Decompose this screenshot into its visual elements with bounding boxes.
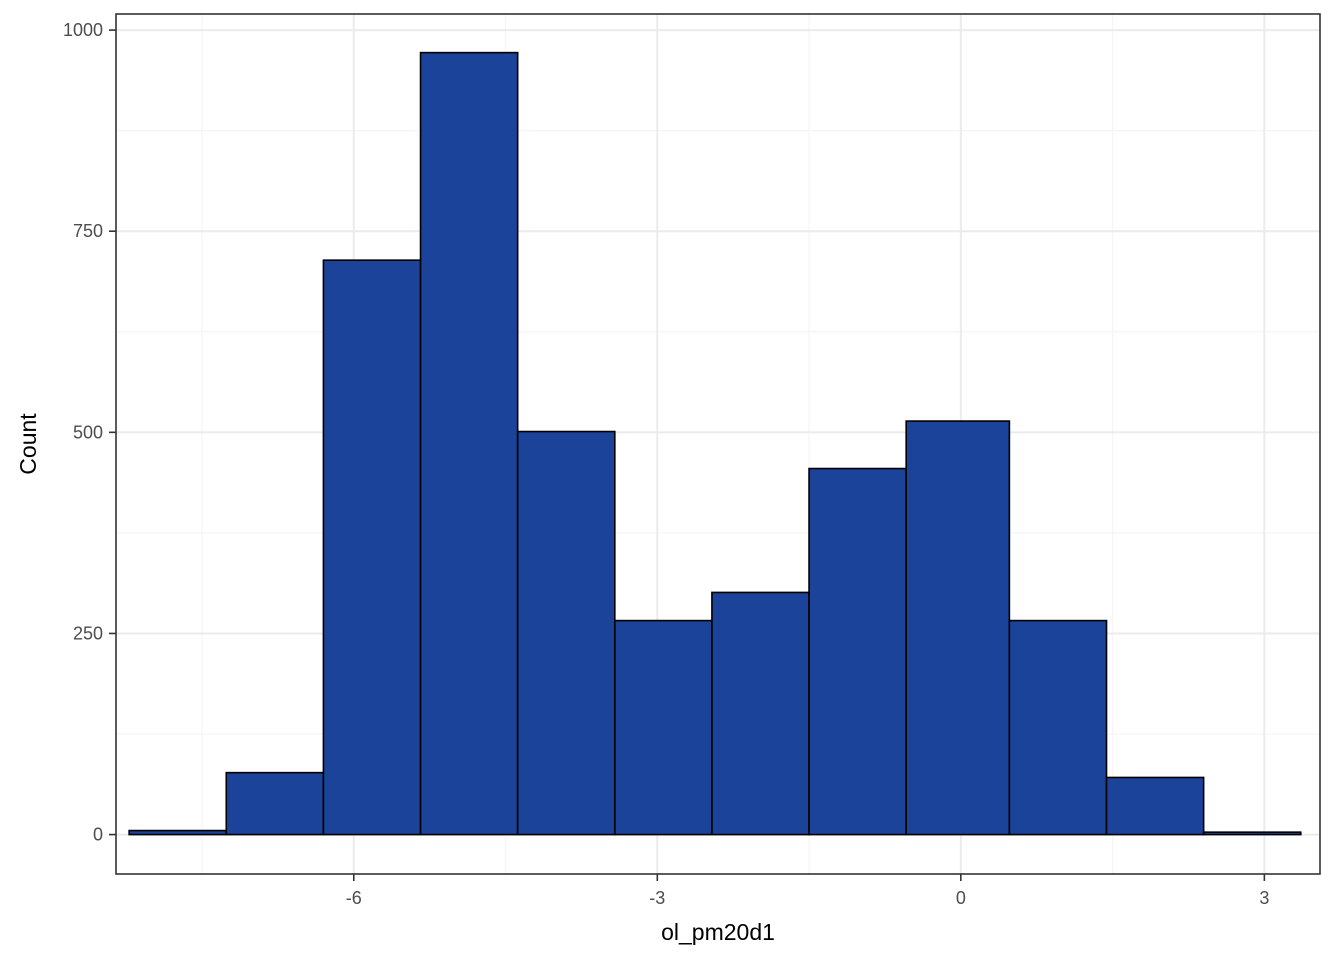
histogram-bar	[808, 467, 907, 836]
y-tick-label: 0	[93, 825, 103, 845]
y-tick-label: 500	[73, 422, 103, 442]
y-axis-title: Count	[15, 413, 41, 475]
histogram-bar	[322, 259, 422, 836]
histogram-bar	[516, 430, 616, 836]
histogram-bars	[128, 51, 1302, 836]
histogram-bar	[128, 829, 228, 836]
x-tick-label: 0	[956, 888, 966, 908]
x-axis-title: ol_pm20d1	[661, 919, 775, 945]
histogram-bar	[1105, 776, 1205, 836]
histogram-bar	[613, 619, 713, 836]
y-axis: 0 250 500 750 1000	[63, 20, 116, 845]
histogram-bar	[1008, 619, 1108, 836]
histogram-bar	[905, 420, 1011, 836]
x-tick-label: -3	[649, 888, 665, 908]
histogram-bar	[1202, 831, 1302, 836]
x-tick-label: -6	[346, 888, 362, 908]
y-tick-label: 750	[73, 221, 103, 241]
histogram-bar	[711, 591, 810, 836]
y-tick-label: 250	[73, 623, 103, 643]
histogram-bar	[225, 771, 325, 836]
y-tick-label: 1000	[63, 20, 103, 40]
histogram-bar	[419, 51, 519, 836]
x-tick-label: 3	[1259, 888, 1269, 908]
panel-border	[115, 13, 1321, 875]
x-axis: -6 -3 0 3	[346, 874, 1269, 908]
